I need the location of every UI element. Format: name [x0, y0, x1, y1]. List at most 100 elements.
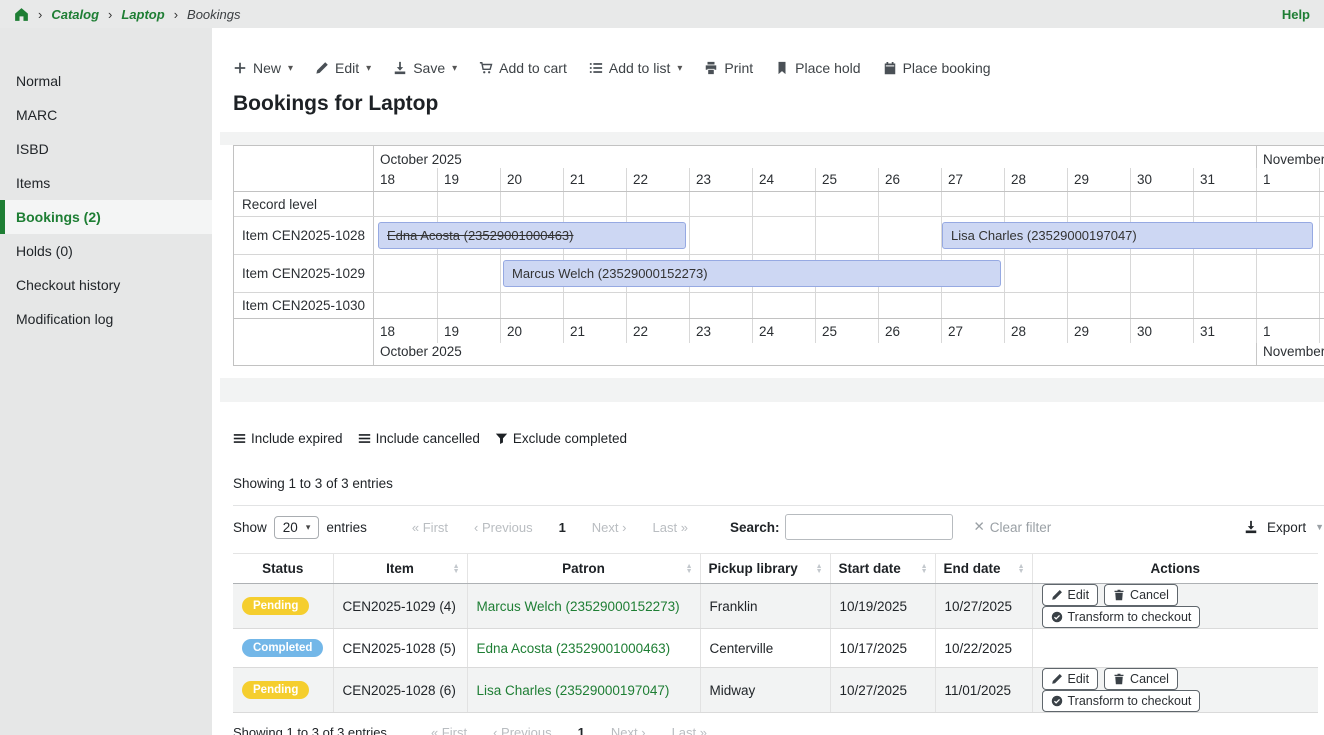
cancel-booking-button[interactable]: Cancel — [1104, 668, 1178, 690]
previous-page-button[interactable]: ‹ Previous — [474, 519, 533, 535]
column-header-pickup-library[interactable]: Pickup library ▲ ▼ — [699, 553, 830, 584]
booking-bar-lisa[interactable]: Lisa Charles (23529000197047) — [942, 222, 1313, 249]
sidebar-item-isbd[interactable]: ISBD — [16, 141, 49, 157]
place-booking-button[interactable]: Place booking — [883, 60, 991, 76]
bookmark-icon — [778, 61, 786, 75]
table-row: Pending CEN2025-1029 (4) Marcus Welch (2… — [233, 583, 1318, 629]
next-page-button[interactable]: Next › — [611, 725, 646, 735]
sidebar-item-normal[interactable]: Normal — [16, 73, 62, 89]
entries-select[interactable]: 20 ▾ — [273, 515, 320, 539]
search-label: Search: — [729, 519, 780, 535]
last-page-button[interactable]: Last » — [652, 519, 688, 535]
sidebar-item-bookings[interactable]: Bookings (2) — [0, 200, 212, 234]
sidebar-item-modification-log[interactable]: Modification log — [16, 311, 114, 327]
edit-booking-button[interactable]: Edit — [1041, 668, 1099, 690]
timeline-month-october: October 2025 — [380, 152, 462, 167]
day-cell: 24 — [752, 168, 815, 191]
clear-filter-button[interactable]: ✕ Clear filter — [973, 519, 1052, 535]
current-page-button[interactable]: 1 — [558, 519, 566, 535]
booking-filters: Include expired Include cancelled Exclud… — [233, 429, 1324, 447]
edit-button[interactable]: Edit ▾ — [315, 60, 371, 76]
plus-icon — [234, 62, 246, 74]
column-header-end-date[interactable]: End date ▲ ▼ — [934, 553, 1032, 584]
exclude-completed-toggle[interactable]: Exclude completed — [495, 431, 627, 446]
double-chevron-left-icon: « — [430, 725, 439, 735]
timeline-month-october: October 2025 — [380, 344, 462, 359]
filter-funnel-icon — [495, 433, 508, 444]
trash-icon — [1114, 673, 1124, 685]
column-header-start-date[interactable]: Start date ▲ ▼ — [829, 553, 935, 584]
add-to-cart-button[interactable]: Add to cart — [479, 60, 567, 76]
download-icon — [1245, 520, 1257, 534]
breadcrumb-laptop[interactable]: Laptop — [121, 6, 165, 22]
timeline-row-record-level: Record level — [234, 192, 1324, 217]
place-hold-button[interactable]: Place hold — [775, 60, 861, 76]
patron-link[interactable]: Marcus Welch (23529000152273) — [476, 598, 680, 614]
first-page-button[interactable]: « First — [431, 725, 467, 735]
search-input[interactable] — [785, 514, 954, 540]
first-page-button[interactable]: « First — [411, 519, 449, 535]
patron-link[interactable]: Lisa Charles (23529000197047) — [476, 682, 670, 698]
booking-bar-marcus[interactable]: Marcus Welch (23529000152273) — [503, 260, 1001, 287]
sidebar-item-holds[interactable]: Holds (0) — [16, 243, 73, 259]
save-button[interactable]: Save ▾ — [393, 60, 457, 76]
column-header-item[interactable]: Item ▲ ▼ — [332, 553, 467, 584]
day-cell: 18 — [380, 323, 396, 339]
next-page-button[interactable]: Next › — [591, 519, 627, 535]
sort-icon: ▲ ▼ — [920, 562, 928, 575]
transform-to-checkout-button[interactable]: Transform to checkout — [1041, 606, 1201, 628]
timeline-month-november: November — [1256, 146, 1324, 168]
day-cell: 25 — [815, 319, 878, 343]
home-icon[interactable] — [14, 7, 29, 22]
chevron-right-icon: › — [622, 519, 627, 535]
current-page-button[interactable]: 1 — [577, 725, 585, 735]
double-chevron-right-icon: » — [699, 725, 707, 735]
new-button[interactable]: New ▾ — [233, 60, 293, 76]
pencil-icon — [1051, 590, 1062, 600]
timeline-day-header: 18 19 20 21 22 23 24 25 26 27 28 29 30 3… — [234, 168, 1324, 192]
breadcrumb-catalog[interactable]: Catalog — [51, 6, 100, 22]
panel-divider — [220, 378, 1324, 402]
chevron-right-icon: › — [173, 6, 179, 22]
day-cell: 23 — [689, 319, 752, 343]
page-title: Bookings for Laptop — [233, 92, 439, 115]
day-cell: 26 — [878, 168, 941, 191]
pickup-library-cell: Centerville — [699, 628, 830, 668]
edit-booking-button[interactable]: Edit — [1041, 584, 1099, 606]
export-button[interactable]: Export ▼ — [1244, 520, 1324, 535]
last-page-button[interactable]: Last » — [672, 725, 707, 735]
sidebar-item-marc[interactable]: MARC — [16, 107, 58, 123]
toolbar: New ▾ Edit ▾ Save ▾ Add to cart Add to list… — [233, 56, 1324, 80]
help-link[interactable]: Help — [1281, 6, 1310, 22]
booking-timeline: October 2025 November 18 19 20 21 22 23 … — [233, 145, 1324, 366]
column-header-patron[interactable]: Patron ▲ ▼ — [466, 553, 700, 584]
print-button[interactable]: Print — [704, 60, 753, 76]
x-icon: ✕ — [973, 519, 985, 534]
table-header-row: Status Item ▲ ▼ Patron ▲ ▼ Pickup library ▲ ▼ … — [233, 553, 1318, 584]
previous-page-button[interactable]: ‹ Previous — [493, 725, 552, 735]
add-to-list-button[interactable]: Add to list ▾ — [589, 60, 682, 76]
sidebar-item-checkout-history[interactable]: Checkout history — [16, 277, 121, 293]
status-badge: Pending — [242, 597, 310, 615]
day-cell: 20 — [500, 319, 563, 343]
double-chevron-right-icon: » — [680, 519, 688, 535]
bookings-table: Status Item ▲ ▼ Patron ▲ ▼ Pickup library ▲ ▼ … — [233, 553, 1318, 713]
transform-to-checkout-button[interactable]: Transform to checkout — [1041, 690, 1201, 712]
cart-icon — [480, 62, 493, 74]
booking-bar-edna[interactable]: Edna Acosta (23529001000463) — [378, 222, 686, 249]
column-header-status[interactable]: Status — [233, 553, 333, 584]
include-expired-toggle[interactable]: Include expired — [233, 431, 343, 446]
sidebar-item-items[interactable]: Items — [16, 175, 51, 191]
patron-link[interactable]: Edna Acosta (23529001000463) — [476, 640, 671, 656]
cancel-booking-button[interactable]: Cancel — [1104, 584, 1178, 606]
day-cell: 29 — [1067, 319, 1130, 343]
day-cell: 22 — [626, 319, 689, 343]
day-cell: 27 — [941, 168, 1004, 191]
day-cell: 2 — [1319, 319, 1324, 343]
include-cancelled-toggle[interactable]: Include cancelled — [358, 431, 480, 446]
chevron-down-icon: ▾ — [305, 521, 311, 532]
day-cell: 27 — [941, 319, 1004, 343]
table-row: Pending CEN2025-1028 (6) Lisa Charles (2… — [233, 667, 1318, 713]
breadcrumb-current: Bookings — [187, 6, 241, 22]
start-date-cell: 10/27/2025 — [829, 667, 935, 713]
